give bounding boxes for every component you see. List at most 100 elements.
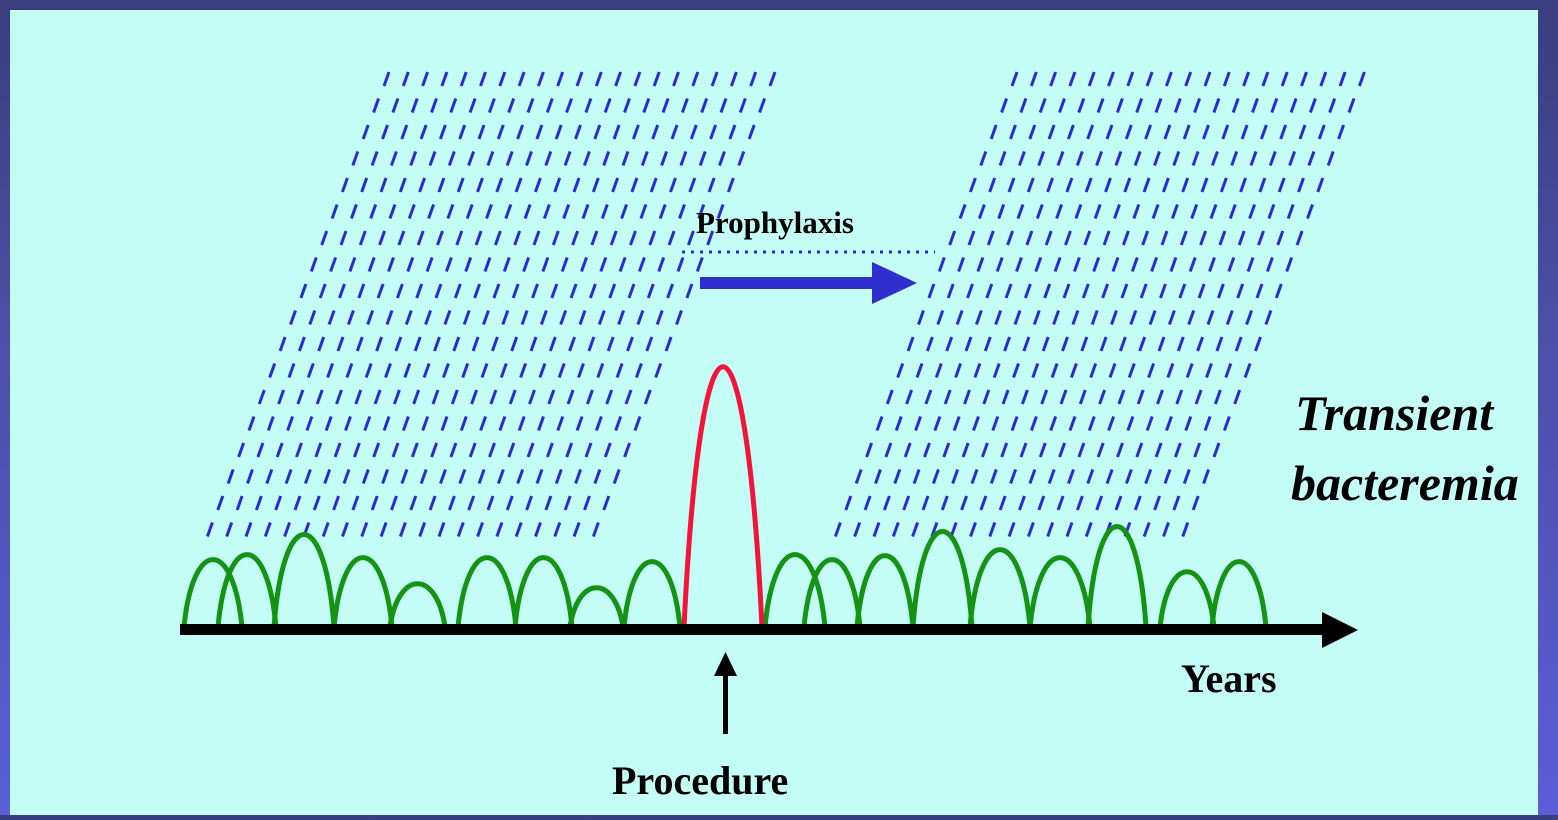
prophylaxis-hatch-right-dash (914, 415, 923, 432)
prophylaxis-hatch-right-dash (1105, 468, 1114, 485)
prophylaxis-hatch-right-dash (980, 442, 989, 458)
prophylaxis-hatch-right-dash (1056, 495, 1065, 511)
prophylaxis-hatch-left-dash (244, 521, 253, 538)
prophylaxis-hatch-left-dash (545, 442, 554, 458)
prophylaxis-hatch-right-dash (1038, 97, 1047, 114)
prophylaxis-hatch-left-dash (263, 521, 272, 538)
prophylaxis-hatch-right-dash (937, 256, 946, 273)
prophylaxis-hatch-left-dash (596, 362, 605, 379)
prophylaxis-hatch-right-dash (1092, 256, 1101, 273)
prophylaxis-hatch-left-dash (537, 415, 545, 432)
prophylaxis-hatch-left-dash (675, 309, 683, 326)
prophylaxis-hatch-left-dash (439, 468, 447, 485)
prophylaxis-hatch-right-dash (1267, 203, 1276, 220)
prophylaxis-hatch-right-dash (1173, 442, 1182, 458)
prophylaxis-hatch-right-dash (1102, 230, 1111, 246)
prophylaxis-hatch-right-dash (1163, 468, 1172, 485)
prophylaxis-hatch-left-dash (525, 150, 533, 167)
prophylaxis-hatch-left-dash (425, 256, 434, 273)
prophylaxis-hatch-left-dash (275, 442, 284, 458)
prophylaxis-hatch-left-dash (479, 71, 487, 87)
prophylaxis-hatch-left-dash (728, 124, 737, 140)
prophylaxis-hatch-right-dash (1251, 97, 1259, 114)
prophylaxis-hatch-left-dash (297, 336, 306, 352)
prophylaxis-hatch-right-dash (1224, 362, 1233, 379)
prophylaxis-hatch-left-dash (600, 203, 609, 220)
prophylaxis-hatch-right-dash (1300, 71, 1308, 87)
prophylaxis-hatch-right-dash (948, 230, 957, 246)
prophylaxis-hatch-left-dash (376, 283, 385, 299)
prophylaxis-hatch-right-dash (1197, 283, 1206, 299)
baseline-bacteremia-curves (181, 524, 1269, 628)
prophylaxis-hatch-left-dash (633, 71, 642, 87)
prophylaxis-hatch-left-dash (332, 495, 341, 511)
prophylaxis-hatch-left-dash (612, 468, 621, 485)
prophylaxis-hatch-left-dash (400, 124, 409, 140)
bacteremia-bump (1209, 559, 1269, 628)
prophylaxis-hatch-left-dash (403, 362, 412, 379)
prophylaxis-hatch-right-dash (1161, 177, 1170, 193)
prophylaxis-hatch-right-dash (1145, 415, 1154, 432)
prophylaxis-hatch-right-dash (1075, 150, 1084, 167)
prophylaxis-hatch-right-dash (1077, 442, 1086, 458)
prophylaxis-hatch-left-dash (565, 97, 574, 114)
prophylaxis-hatch-left-dash (333, 442, 342, 458)
prophylaxis-hatch-right-dash (1034, 256, 1043, 273)
prophylaxis-hatch-left-dash (571, 230, 580, 246)
prophylaxis-hatch-left-dash (533, 177, 542, 193)
prophylaxis-hatch-right-dash (1066, 124, 1075, 140)
prophylaxis-hatch-left-dash (467, 495, 476, 511)
prophylaxis-hatch-right-dash (958, 203, 967, 220)
prophylaxis-hatch-right-dash (1007, 177, 1016, 193)
prophylaxis-hatch-left-dash (401, 71, 410, 87)
bacteremia-bump (910, 529, 975, 628)
prophylaxis-hatch-left-dash (485, 203, 493, 220)
prophylaxis-hatch-left-dash (691, 71, 700, 87)
prophylaxis-hatch-left-dash (305, 415, 314, 432)
prophylaxis-hatch-right-dash (1142, 521, 1151, 538)
transient-bacteremia-label-line1: Transient (1295, 385, 1495, 441)
prophylaxis-hatch-right-dash (1037, 495, 1046, 511)
prophylaxis-hatch-right-dash (985, 283, 994, 299)
prophylaxis-hatch-left-dash (726, 177, 735, 193)
prophylaxis-hatch-left-dash (535, 468, 544, 485)
prophylaxis-hatch-right-dash (934, 362, 943, 379)
prophylaxis-hatch-left-dash (602, 150, 611, 167)
prophylaxis-hatch-left-dash (536, 71, 545, 87)
prophylaxis-hatch-left-dash (338, 283, 346, 299)
prophylaxis-hatch-left-dash (547, 389, 556, 405)
diagram-panel (10, 10, 1538, 820)
prophylaxis-hatch-right-dash (1139, 283, 1148, 299)
prophylaxis-hatch-right-dash (1200, 177, 1209, 193)
prophylaxis-hatch-left-dash (471, 336, 480, 352)
bacteremia-bump (331, 555, 395, 628)
bacteremia-bump (455, 555, 519, 628)
prophylaxis-hatch-right-dash (1285, 256, 1294, 273)
prophylaxis-hatch-left-dash (266, 415, 275, 432)
prophylaxis-hatch-right-dash (1215, 336, 1224, 352)
prophylaxis-hatch-left-dash (419, 468, 428, 485)
prophylaxis-hatch-right-dash (911, 521, 920, 538)
prophylaxis-hatch-left-dash (416, 230, 425, 246)
prophylaxis-hatch-right-dash (1206, 309, 1215, 326)
prophylaxis-hatch-left-dash (630, 177, 639, 193)
prophylaxis-hatch-left-dash (522, 256, 531, 273)
prophylaxis-hatch-left-dash (640, 150, 649, 167)
prophylaxis-hatch-right-dash (936, 309, 945, 326)
prophylaxis-hatch-left-dash (216, 495, 225, 511)
prophylaxis-hatch-left-dash (436, 230, 444, 246)
prophylaxis-hatch-right-dash (1219, 177, 1228, 193)
prophylaxis-hatch-left-dash (544, 150, 553, 167)
prophylaxis-hatch-right-dash (1049, 71, 1058, 87)
prophylaxis-hatch-left-dash (330, 203, 339, 220)
prophylaxis-hatch-left-dash (710, 71, 719, 87)
prophylaxis-hatch-right-dash (943, 389, 952, 405)
prophylaxis-hatch-left-dash (652, 71, 661, 87)
prophylaxis-hatch-right-dash (1154, 97, 1163, 114)
prophylaxis-hatch-left-dash (246, 468, 254, 485)
prophylaxis-hatch-right-dash (1090, 309, 1099, 326)
prophylaxis-hatch-left-dash (477, 468, 486, 485)
prophylaxis-hatch-right-dash (1118, 336, 1127, 352)
prophylaxis-hatch-left-dash (400, 468, 409, 485)
prophylaxis-hatch-right-dash (955, 309, 964, 326)
